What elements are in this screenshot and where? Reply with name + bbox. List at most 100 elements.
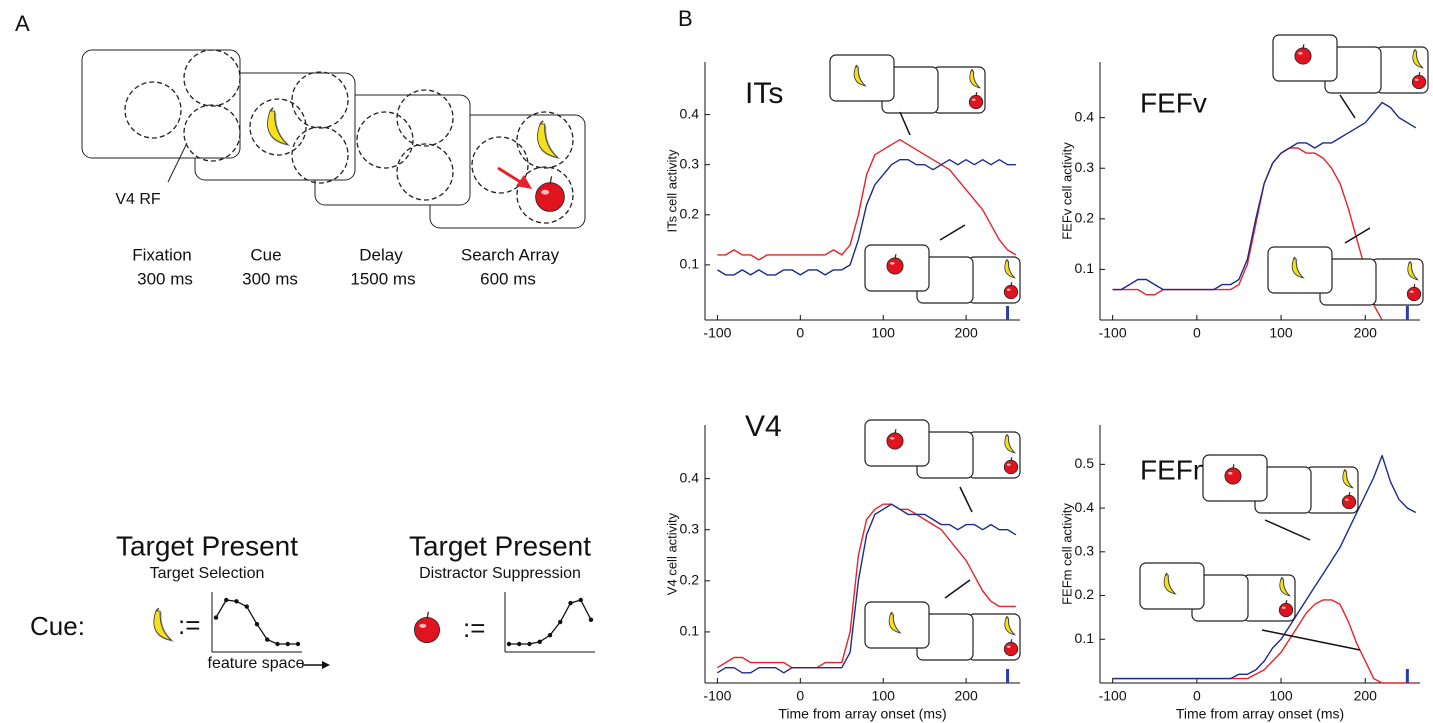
x-tick-label: 100	[1269, 325, 1293, 341]
apple-icon	[414, 617, 439, 642]
y-tick-label: 0.1	[1075, 630, 1095, 646]
y-tick-label: 0.1	[1075, 260, 1095, 276]
x-tick-label: 200	[954, 325, 978, 341]
y-tick-label: 0.2	[1075, 586, 1095, 602]
page: {"panel_a": {"label": "A", "rf_label": "…	[0, 0, 1433, 723]
inset-frame	[865, 602, 929, 648]
apple-icon	[887, 433, 903, 449]
apple-stem	[1233, 464, 1234, 469]
y-axis-label: V4 cell activity	[664, 512, 679, 595]
x-tick-label: 0	[1193, 688, 1201, 704]
x-tick-label: 200	[1354, 325, 1378, 341]
apple-highlight	[1007, 289, 1011, 291]
apple-highlight	[1415, 79, 1419, 81]
epoch-name: Fixation	[132, 245, 192, 264]
feature-axis-label: feature space	[208, 655, 305, 672]
x-tick-label: 100	[1269, 688, 1293, 704]
epoch-duration: 300 ms	[137, 269, 193, 288]
apple-icon	[1225, 468, 1241, 484]
tuning-point	[245, 604, 249, 608]
y-tick-label: 0.3	[1075, 159, 1095, 175]
x-tick-label: 200	[954, 688, 978, 704]
x-tick-label: 100	[872, 688, 896, 704]
apple-stem	[1303, 44, 1304, 49]
epoch-name: Delay	[359, 245, 403, 264]
apple-stem	[895, 429, 896, 434]
apple-stem	[1286, 600, 1287, 604]
inset-frame	[1140, 563, 1204, 609]
y-tick-label: 0.4	[1075, 108, 1095, 124]
apple-highlight	[1007, 646, 1011, 648]
apple-icon	[1295, 48, 1311, 64]
x-tick-label: -100	[703, 688, 731, 704]
apple-highlight	[1345, 499, 1349, 501]
x-tick-label: 100	[872, 325, 896, 341]
inset-connector	[1340, 95, 1355, 118]
y-tick-label: 0.4	[680, 105, 700, 121]
tuning-point	[234, 599, 238, 603]
body: A B V4 RF Fixation 300 ms Cue 300 ms Del…	[0, 0, 1433, 723]
y-tick-label: 0.3	[680, 520, 700, 536]
apple-icon	[1004, 460, 1018, 474]
apple-icon	[1407, 287, 1421, 301]
y-tick-label: 0.3	[680, 155, 700, 171]
condition-subtitle: Distractor Suppression	[419, 565, 581, 582]
inset-connector	[945, 580, 970, 598]
apple-stem	[1419, 72, 1420, 76]
cue-label: Cue:	[30, 611, 85, 641]
figure: A B V4 RF Fixation 300 ms Cue 300 ms Del…	[0, 0, 1433, 723]
inset-connector	[900, 112, 910, 135]
apple-highlight	[1007, 464, 1011, 466]
chart-title: FEFv	[1140, 87, 1207, 118]
y-axis-label: FEFv cell activity	[1059, 142, 1074, 240]
condition-title: Target Present	[116, 530, 298, 561]
x-tick-label: 0	[796, 325, 804, 341]
tuning-point	[548, 633, 552, 637]
tuning-point	[517, 642, 521, 646]
condition-title: Target Present	[409, 530, 591, 561]
assign: :=	[463, 613, 485, 643]
inset-connector	[1265, 520, 1310, 540]
y-tick-label: 0.2	[680, 205, 700, 221]
series-line	[717, 140, 1016, 260]
apple-highlight	[890, 437, 895, 440]
apple-highlight	[1410, 291, 1414, 293]
epoch-duration: 1500 ms	[350, 269, 415, 288]
banana-stem	[156, 608, 159, 611]
panel-label: B	[678, 6, 693, 31]
tuning-point	[558, 620, 562, 624]
apple-stem	[1011, 282, 1012, 286]
assign: :=	[178, 610, 200, 640]
epoch-name: Cue	[250, 245, 281, 264]
apple-icon	[1004, 642, 1018, 656]
epoch-name: Search Array	[461, 245, 560, 264]
apple-stem	[1011, 457, 1012, 461]
apple-icon	[1412, 75, 1426, 89]
tuning-curve	[216, 600, 298, 644]
panel-label: A	[15, 11, 30, 36]
apple-stem	[1349, 492, 1350, 496]
apple-highlight	[890, 262, 895, 265]
tuning-point	[538, 640, 542, 644]
x-axis-label: Time from array onset (ms)	[1176, 706, 1344, 722]
tuning-point	[589, 618, 593, 622]
apple-icon	[1279, 603, 1293, 617]
inset-connector	[960, 487, 972, 512]
tuning-point	[224, 598, 228, 602]
epoch-duration: 300 ms	[242, 269, 298, 288]
tuning-point	[286, 642, 290, 646]
tuning-point	[275, 642, 279, 646]
task-frame	[82, 50, 240, 158]
apple-stem	[976, 92, 977, 96]
y-tick-label: 0.2	[1075, 210, 1095, 226]
rf-label: V4 RF	[115, 191, 161, 208]
tuning-point	[214, 615, 218, 619]
tuning-point	[527, 642, 531, 646]
apple-highlight	[419, 624, 426, 628]
apple-icon	[887, 258, 903, 274]
y-tick-label: 0.1	[680, 256, 700, 272]
y-tick-label: 0.1	[680, 623, 700, 639]
tuning-curve	[509, 600, 591, 644]
y-tick-label: 0.3	[1075, 543, 1095, 559]
apple-icon	[1004, 285, 1018, 299]
